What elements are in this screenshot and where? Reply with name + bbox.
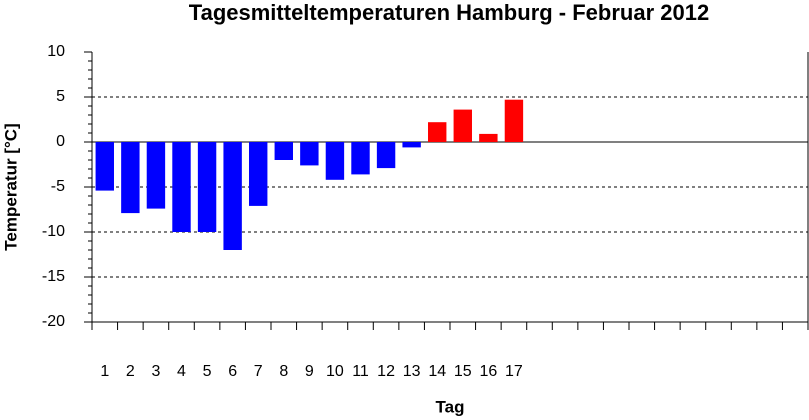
x-tick-label: 9 bbox=[305, 363, 314, 380]
y-tick-label: -10 bbox=[42, 223, 65, 240]
x-tick-label: 12 bbox=[377, 363, 395, 380]
x-tick-label: 6 bbox=[228, 363, 237, 380]
y-tick-label: -20 bbox=[42, 313, 65, 330]
x-tick-label: 16 bbox=[479, 363, 497, 380]
x-tick-label: 14 bbox=[428, 363, 446, 380]
y-tick-label: 10 bbox=[47, 43, 65, 60]
bar bbox=[351, 142, 370, 175]
y-tick-label: 0 bbox=[56, 133, 65, 150]
x-tick-label: 13 bbox=[403, 363, 421, 380]
bar bbox=[453, 109, 472, 142]
bar bbox=[479, 133, 498, 142]
y-tick-label: -5 bbox=[51, 178, 65, 195]
bar bbox=[172, 142, 191, 232]
bar bbox=[95, 142, 114, 191]
bar bbox=[504, 99, 524, 142]
bar bbox=[146, 142, 166, 209]
y-axis-label: Temperatur [°C] bbox=[1, 123, 20, 250]
bar bbox=[428, 122, 447, 142]
x-tick-label: 17 bbox=[505, 363, 523, 380]
bar bbox=[274, 142, 293, 160]
bar bbox=[249, 142, 268, 206]
y-tick-label: 5 bbox=[56, 88, 65, 105]
x-tick-label: 2 bbox=[126, 363, 135, 380]
bar bbox=[325, 142, 345, 180]
x-tick-label: 3 bbox=[151, 363, 160, 380]
y-tick-label: -15 bbox=[42, 268, 65, 285]
bar bbox=[197, 142, 217, 232]
chart-title: Tagesmitteltemperaturen Hamburg - Februa… bbox=[189, 0, 709, 25]
x-tick-label: 7 bbox=[254, 363, 263, 380]
bar bbox=[402, 142, 421, 148]
x-tick-label: 1 bbox=[100, 363, 109, 380]
bar bbox=[376, 142, 396, 169]
x-tick-label: 5 bbox=[203, 363, 212, 380]
bar bbox=[121, 142, 140, 214]
x-tick-label: 8 bbox=[279, 363, 288, 380]
x-axis-label: Tag bbox=[436, 397, 465, 416]
x-tick-label: 15 bbox=[454, 363, 472, 380]
x-tick-label: 11 bbox=[352, 363, 369, 380]
bar bbox=[223, 142, 242, 250]
x-tick-label: 10 bbox=[326, 363, 344, 380]
bar bbox=[300, 142, 319, 166]
x-tick-label: 4 bbox=[177, 363, 186, 380]
